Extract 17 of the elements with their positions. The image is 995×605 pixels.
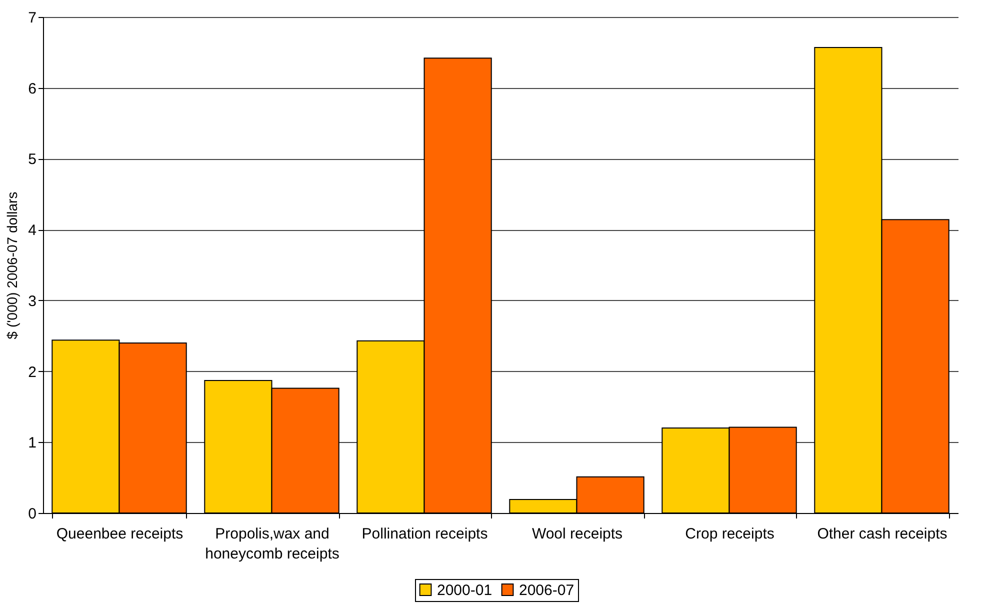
x-tick-label: Crop receipts <box>685 526 774 542</box>
legend-label: 2000-01 <box>437 582 492 599</box>
y-tick-label: 6 <box>28 80 36 98</box>
x-tick-label: Queenbee receipts <box>56 526 184 542</box>
y-tick-label: 3 <box>28 292 36 310</box>
y-tick-label: 2 <box>28 364 36 381</box>
y-tick-label: 4 <box>28 222 36 240</box>
x-tick-label: Propolis,wax and honeycomb receipts <box>205 526 340 562</box>
x-tick-label: Wool receipts <box>532 526 623 542</box>
y-tick-label: 5 <box>28 151 36 168</box>
y-tick-label: 7 <box>28 10 36 26</box>
y-tick-label: 0 <box>28 506 36 522</box>
legend-label: 2006-07 <box>519 582 574 599</box>
x-tick-label: Other cash receipts <box>817 526 948 542</box>
y-tick-label: 1 <box>28 434 36 452</box>
y-axis-title: $ ('000) 2006-07 dollars <box>4 192 20 340</box>
x-tick-label: Pollination receipts <box>362 526 488 542</box>
